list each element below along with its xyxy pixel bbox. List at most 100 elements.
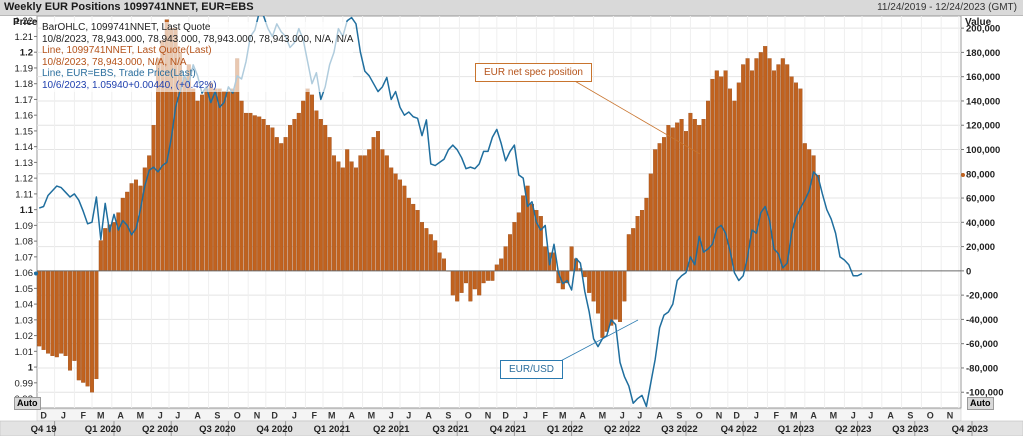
position-bar — [631, 228, 636, 272]
position-bar — [283, 137, 288, 272]
left-axis-tick-label: 1.07 — [15, 252, 34, 263]
position-bar — [569, 246, 574, 272]
month-tick-label: J — [175, 411, 180, 421]
position-bar — [596, 270, 601, 314]
position-bar — [587, 270, 592, 293]
position-bar — [292, 119, 297, 272]
position-bar — [85, 270, 90, 387]
position-bar — [543, 246, 548, 272]
month-tick-label: M — [368, 411, 376, 421]
position-bar — [802, 143, 807, 272]
position-bar — [199, 94, 204, 272]
quarter-label: Q3 2023 — [892, 424, 928, 435]
position-bar — [270, 127, 275, 272]
left-axis-tick-label: 1.05 — [15, 284, 34, 295]
position-bar — [204, 88, 209, 272]
quarter-label: Q3 2020 — [199, 424, 235, 435]
position-bar — [353, 167, 358, 272]
position-bar — [477, 270, 482, 296]
position-bar — [648, 173, 653, 272]
last-price-marker — [34, 271, 38, 276]
position-bar — [816, 174, 821, 272]
position-bar — [81, 270, 86, 383]
chart-title: Weekly EUR Positions 1099741NNET, EUR=EB… — [4, 1, 254, 13]
left-axis-tick-label: 1.03 — [15, 315, 34, 326]
position-bar — [684, 131, 689, 272]
position-bar — [380, 149, 385, 272]
last-bar-marker — [961, 173, 965, 178]
month-tick-label: D — [271, 411, 278, 421]
position-bar — [538, 216, 543, 272]
month-tick-label: J — [389, 411, 394, 421]
position-bar — [195, 100, 200, 272]
position-bar — [349, 161, 354, 272]
position-bar — [626, 234, 631, 272]
right-axis-tick-label: 20,000 — [966, 242, 995, 253]
position-bar — [397, 179, 402, 272]
right-axis-tick-label: 160,000 — [966, 72, 1000, 83]
position-bar — [63, 270, 68, 356]
month-tick-label: J — [620, 411, 625, 421]
position-bar — [481, 270, 486, 284]
month-tick-label: M — [599, 411, 607, 421]
left-axis-tick-label: 1.14 — [15, 142, 34, 153]
right-axis-auto-button[interactable]: Auto — [967, 397, 994, 410]
title-bar: Weekly EUR Positions 1099741NNET, EUR=EB… — [0, 0, 1023, 16]
position-bar — [516, 212, 521, 272]
line-layer — [38, 12, 863, 408]
left-axis-auto-button[interactable]: Auto — [14, 397, 41, 410]
left-axis-tick-label: 1.22 — [15, 16, 34, 27]
month-tick-label: J — [292, 411, 297, 421]
right-axis-tick-label: 40,000 — [966, 218, 995, 229]
month-tick-label: J — [868, 411, 873, 421]
position-bar — [653, 149, 658, 272]
position-bar — [780, 58, 785, 272]
position-bar — [296, 112, 301, 272]
position-bar — [72, 270, 77, 361]
left-axis-tick-label: 1.02 — [15, 331, 34, 342]
month-tick-label: A — [194, 411, 201, 421]
position-bar — [217, 88, 222, 272]
quarter-label: Q2 2022 — [604, 424, 640, 435]
position-bar — [657, 143, 662, 272]
left-axis-tick-label: 1.17 — [15, 95, 34, 106]
position-bar — [745, 58, 750, 272]
legend-line-3: Line, 1099741NNET, Last Quote(Last) — [42, 45, 212, 57]
position-bar — [503, 246, 508, 272]
position-bar — [248, 112, 253, 272]
quarter-band — [0, 420, 1023, 436]
position-bar — [411, 203, 416, 272]
position-bar — [692, 119, 697, 272]
position-bar — [371, 137, 376, 272]
position-bar — [463, 270, 468, 284]
position-bar — [274, 137, 279, 272]
position-bar — [758, 52, 763, 272]
position-bar — [301, 100, 306, 272]
month-tick-label: F — [542, 411, 548, 421]
right-axis-tick-label: 200,000 — [966, 24, 1000, 35]
position-bar — [618, 270, 623, 322]
position-bar — [41, 270, 46, 350]
left-axis-tick-label: 1.13 — [15, 158, 34, 169]
left-axis-tick-label: 1.16 — [15, 111, 34, 122]
month-tick-label: J — [158, 411, 163, 421]
position-bar — [186, 64, 191, 272]
position-bar — [485, 270, 490, 281]
position-bar — [419, 222, 424, 272]
position-bar — [706, 100, 711, 272]
month-tick-label: M — [559, 411, 567, 421]
position-bar — [763, 46, 768, 272]
month-tick-label: M — [830, 411, 838, 421]
legend-line-2: 10/8/2023, 78,943.000, 78,943.000, 78,94… — [42, 33, 354, 45]
position-bar — [327, 137, 332, 272]
position-bar — [120, 197, 125, 272]
month-tick-label: J — [61, 411, 66, 421]
position-bar — [767, 58, 772, 272]
position-bar — [151, 125, 156, 272]
position-bar — [287, 125, 292, 272]
quarter-label: Q3 2021 — [432, 424, 469, 435]
position-bar — [406, 197, 411, 272]
position-bar — [239, 100, 244, 272]
left-axis-tick-label: 1.19 — [15, 63, 34, 74]
month-tick-label: A — [810, 411, 817, 421]
